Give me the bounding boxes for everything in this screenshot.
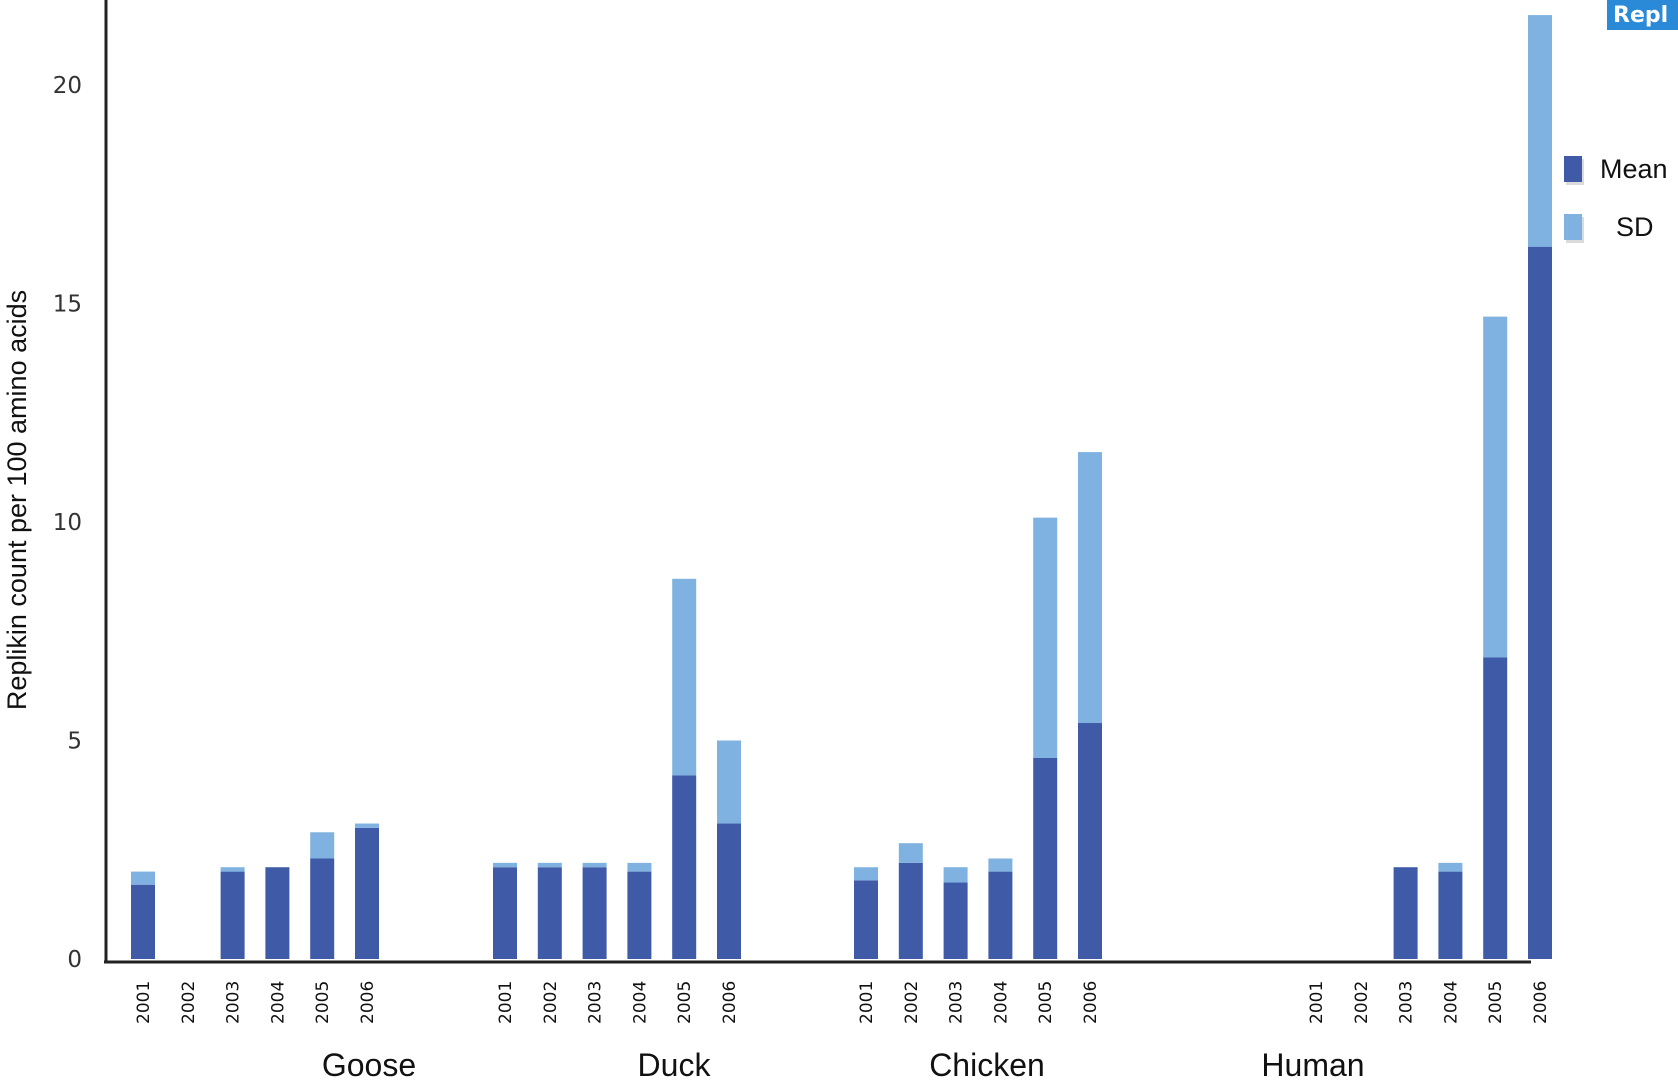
bar-mean-goose-2004 (265, 867, 290, 959)
x-tick-label: 2002 (1352, 981, 1372, 1024)
axes-layer (104, 0, 1531, 964)
y-tick-label: 20 (53, 73, 82, 99)
bar-sd-goose-2001 (131, 871, 155, 885)
x-tick-label: 2006 (1081, 981, 1101, 1024)
bar-sd-human-2004 (1438, 862, 1463, 872)
x-tick-label: 2006 (720, 981, 740, 1024)
bar-mean-goose-2005 (310, 858, 335, 959)
group-label-human: Human (1261, 1047, 1364, 1083)
bar-sd-human-2006 (1528, 15, 1552, 247)
bar-sd-chicken-2004 (988, 858, 1013, 872)
bar-mean-duck-2002 (537, 867, 562, 959)
bar-sd-duck-2006 (717, 740, 741, 824)
group-label-goose: Goose (322, 1047, 416, 1083)
bar-sd-chicken-2003 (943, 867, 968, 883)
bar-mean-goose-2003 (220, 871, 245, 959)
y-tick-label: 5 (67, 729, 82, 755)
x-tick-label: 2003 (947, 981, 967, 1024)
bar-sd-duck-2004 (627, 862, 652, 872)
x-tick-label: 2004 (991, 981, 1011, 1024)
x-tick-label: 2003 (1397, 981, 1417, 1024)
bar-mean-duck-2006 (717, 823, 741, 959)
bar-mean-human-2003 (1393, 867, 1418, 959)
x-tick-label: 2004 (1441, 981, 1461, 1024)
bar-sd-chicken-2002 (898, 843, 923, 863)
bar-mean-duck-2001 (493, 867, 517, 959)
x-tick-label: 2002 (902, 981, 922, 1024)
bar-mean-chicken-2004 (988, 871, 1013, 959)
x-tick-labels: 2001 2002 2003 2004 2005 2006 2001 2002 2003 2004… (134, 981, 1551, 1024)
x-tick-label: 2003 (224, 981, 244, 1024)
legend: Mean SD (1564, 154, 1668, 243)
x-tick-label: 2002 (541, 981, 561, 1024)
bar-sd-duck-2005 (672, 578, 697, 776)
bar-mean-human-2005 (1483, 657, 1508, 959)
y-tick-label: 0 (67, 947, 82, 973)
x-tick-label: 2005 (313, 981, 333, 1024)
bar-mean-chicken-2005 (1033, 757, 1058, 959)
bar-mean-duck-2005 (672, 775, 697, 959)
x-tick-label: 2001 (857, 981, 877, 1024)
bar-sd-duck-2003 (582, 862, 607, 868)
bar-mean-duck-2004 (627, 871, 652, 959)
x-tick-label: 2005 (1036, 981, 1056, 1024)
bar-sd-duck-2002 (537, 862, 562, 868)
corner-badge: Repl (1607, 0, 1678, 30)
y-axis-label: Replikin count per 100 amino acids (2, 290, 32, 710)
bars-layer (131, 15, 1552, 959)
x-tick-label: 2004 (268, 981, 288, 1024)
group-label-duck: Duck (638, 1047, 712, 1083)
group-label-chicken: Chicken (929, 1047, 1045, 1083)
x-tick-label: 2001 (496, 981, 516, 1024)
bar-sd-chicken-2005 (1033, 517, 1058, 758)
x-tick-label: 2001 (1307, 981, 1327, 1024)
x-tick-label: 2005 (1486, 981, 1506, 1024)
x-tick-label: 2002 (179, 981, 199, 1024)
legend-swatch-mean (1564, 156, 1582, 182)
bar-sd-goose-2005 (310, 832, 335, 859)
bar-mean-human-2006 (1528, 246, 1552, 959)
bar-sd-chicken-2001 (854, 867, 878, 881)
x-tick-label: 2006 (358, 981, 378, 1024)
bar-sd-goose-2006 (355, 823, 379, 828)
y-tick-label: 10 (53, 510, 82, 536)
y-tick-label: 15 (53, 292, 82, 318)
x-tick-label: 2003 (586, 981, 606, 1024)
bar-sd-chicken-2006 (1078, 452, 1102, 724)
bar-sd-goose-2003 (220, 867, 245, 872)
bar-mean-human-2004 (1438, 871, 1463, 959)
x-tick-label: 2001 (134, 981, 154, 1024)
bar-mean-duck-2003 (582, 867, 607, 959)
legend-label-mean: Mean (1600, 154, 1668, 184)
group-labels: Goose Duck Chicken Human (322, 1047, 1365, 1083)
bar-mean-goose-2001 (131, 884, 155, 959)
x-tick-label: 2004 (630, 981, 650, 1024)
bar-mean-goose-2006 (355, 827, 379, 959)
x-tick-label: 2005 (675, 981, 695, 1024)
legend-label-sd: SD (1616, 212, 1654, 242)
bar-mean-chicken-2001 (854, 880, 878, 959)
bar-mean-chicken-2006 (1078, 723, 1102, 959)
y-tick-labels: 0 5 10 15 20 (53, 73, 82, 973)
bar-sd-duck-2001 (493, 862, 517, 868)
x-tick-label: 2006 (1531, 981, 1551, 1024)
bar-mean-chicken-2002 (898, 862, 923, 959)
corner-badge-text: Repl (1613, 3, 1668, 28)
legend-swatch-sd (1564, 214, 1582, 240)
bar-sd-human-2005 (1483, 316, 1508, 658)
bar-mean-chicken-2003 (943, 882, 968, 959)
